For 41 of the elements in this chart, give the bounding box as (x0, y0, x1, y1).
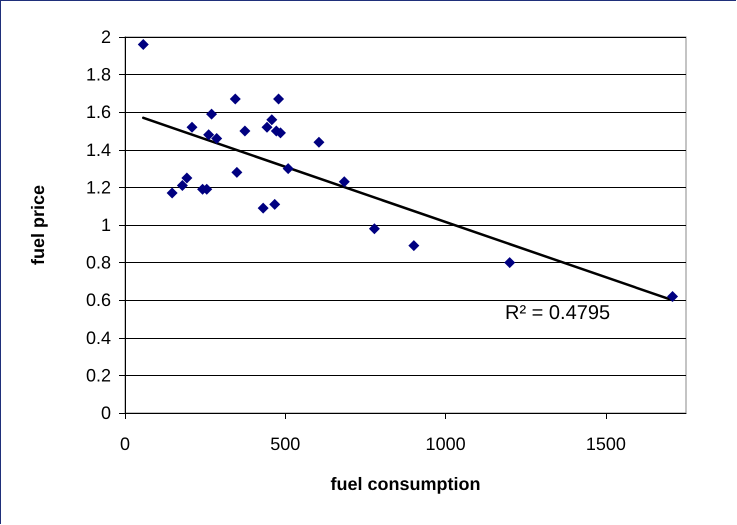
point (176, 180, 188, 192)
point (181, 172, 192, 184)
point (282, 163, 294, 174)
point (211, 133, 222, 144)
y-tick-label: 1.4 (86, 140, 111, 160)
point (667, 290, 678, 302)
point (186, 122, 198, 133)
point (239, 126, 250, 136)
point (368, 223, 380, 234)
y-axis-title: fuel price (28, 184, 48, 266)
point (231, 166, 242, 178)
y-tick-label: 0.2 (86, 365, 111, 386)
y-tick-label: 1 (100, 215, 111, 235)
x-tick-label: 0 (120, 434, 130, 454)
x-axis-title: fuel consumption (330, 474, 480, 494)
point (408, 240, 420, 252)
point (504, 257, 516, 268)
point (138, 39, 149, 50)
y-tick-label: 0.6 (86, 290, 111, 310)
x-tick-label: 1500 (586, 434, 626, 454)
y-tick-label: 1.2 (86, 177, 111, 198)
y-tick-label: 2 (100, 27, 111, 47)
point (273, 94, 284, 105)
annotation: R² = 0.4795 (505, 302, 610, 324)
y-tick-label: 0.8 (86, 252, 111, 273)
y-tick-label: 1.6 (86, 102, 111, 122)
y-tick-label: 0.4 (86, 328, 111, 348)
point (230, 94, 241, 105)
x-tick-label: 500 (270, 434, 300, 454)
point (269, 198, 280, 210)
point (313, 136, 324, 148)
point (338, 176, 350, 188)
point (203, 129, 214, 140)
point (166, 188, 178, 199)
y-tick-label: 1.8 (86, 64, 111, 85)
point (258, 202, 269, 214)
x-tick-label: 1000 (426, 434, 466, 454)
point (262, 122, 273, 133)
point (206, 108, 218, 120)
point (266, 114, 278, 126)
y-tick-label: 0 (100, 403, 111, 423)
